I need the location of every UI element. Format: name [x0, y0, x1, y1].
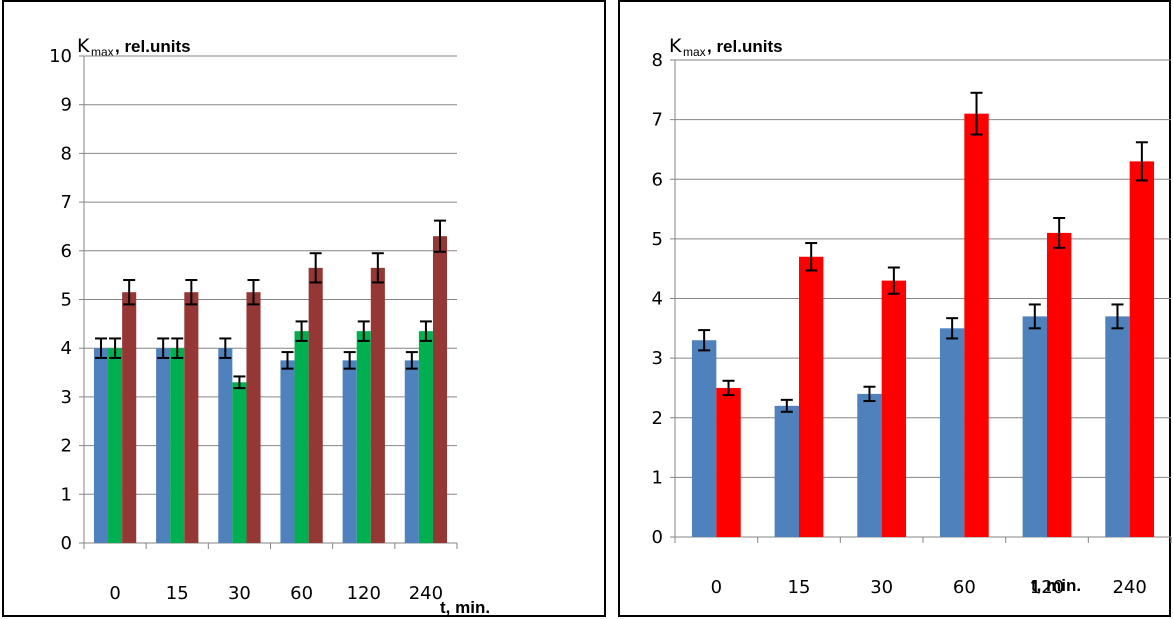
y-axis-title-symbol: K	[77, 35, 90, 57]
y-tick-label: 8	[61, 143, 72, 164]
bar	[170, 348, 185, 543]
bar	[939, 328, 965, 537]
chart-panel-left: K max , rel.units t, min. 0 1 2 3 4 5 6 7 8 9 10 0 1…	[2, 0, 606, 617]
x-tick-label: 30	[228, 583, 251, 604]
x-tick-label: 15	[788, 577, 811, 598]
x-tick-label: 60	[290, 583, 313, 604]
y-tick-label: 8	[652, 50, 663, 71]
x-axis-title: t, min.	[1031, 576, 1081, 595]
y-tick-label: 6	[652, 169, 663, 190]
bar	[857, 393, 882, 537]
bar	[418, 331, 433, 543]
chart-right-svg: K max , rel.units t, min. 0 1 2 3 4 5 6 7 8 0 15 30…	[652, 35, 1172, 598]
y-axis-title-units: , rel.units	[707, 37, 783, 56]
y-tick-label: 1	[61, 484, 72, 505]
y-axis-title-subscript: max	[683, 45, 706, 59]
bar	[691, 340, 717, 537]
bar	[184, 292, 199, 543]
bar	[370, 267, 385, 543]
bar	[232, 382, 247, 543]
bar	[156, 348, 171, 543]
x-tick-label: 240	[1112, 577, 1146, 598]
bar	[404, 360, 419, 543]
bar	[280, 360, 295, 543]
x-tick-label: 120	[347, 583, 381, 604]
bar	[122, 292, 137, 543]
bar	[432, 236, 448, 543]
chart-panel-right: K max , rel.units t, min. 0 1 2 3 4 5 6 7 8 0 15 30…	[618, 0, 1172, 617]
x-axis-title: t, min.	[440, 598, 490, 617]
y-tick-label: 1	[652, 467, 663, 488]
y-tick-label: 5	[61, 290, 72, 311]
bar	[108, 348, 123, 543]
chart-left-svg: K max , rel.units t, min. 0 1 2 3 4 5 6 7 8 9 10 0 1…	[49, 35, 490, 617]
x-tick-label: 15	[166, 583, 189, 604]
y-axis-title-units: , rel.units	[115, 37, 191, 56]
x-tick-label: 30	[870, 577, 893, 598]
y-tick-label: 2	[61, 436, 72, 457]
bar	[308, 267, 323, 543]
y-tick-label: 6	[61, 241, 72, 262]
y-axis-title-subscript: max	[91, 45, 114, 59]
bar	[1105, 316, 1130, 537]
y-tick-label: 0	[652, 527, 663, 548]
bar	[1129, 161, 1155, 538]
bar	[218, 348, 233, 543]
y-tick-label: 4	[652, 289, 663, 310]
y-axis-title-symbol: K	[669, 35, 682, 57]
bar	[246, 292, 261, 543]
bar	[1022, 316, 1047, 537]
y-tick-label: 2	[652, 408, 663, 429]
bar	[1047, 232, 1072, 537]
x-tick-label: 240	[409, 583, 443, 604]
y-tick-label: 7	[652, 110, 663, 131]
bar	[93, 348, 109, 543]
bar	[881, 280, 907, 537]
y-tick-label: 3	[61, 387, 72, 408]
bar	[799, 256, 824, 537]
bar	[294, 331, 309, 543]
bar	[964, 113, 989, 537]
y-tick-label: 4	[61, 338, 72, 359]
y-tick-label: 5	[652, 229, 663, 250]
x-tick-label: 0	[109, 583, 120, 604]
bar	[774, 405, 799, 537]
y-tick-label: 10	[49, 46, 72, 67]
y-tick-label: 7	[61, 192, 72, 213]
x-tick-label: 60	[953, 577, 976, 598]
y-tick-label: 0	[61, 533, 72, 554]
x-tick-label: 0	[711, 577, 722, 598]
y-tick-label: 9	[61, 95, 72, 116]
bar	[356, 331, 371, 543]
bar	[342, 360, 357, 543]
bar	[716, 387, 741, 537]
y-tick-label: 3	[652, 348, 663, 369]
x-tick-label: 120	[1030, 577, 1064, 598]
